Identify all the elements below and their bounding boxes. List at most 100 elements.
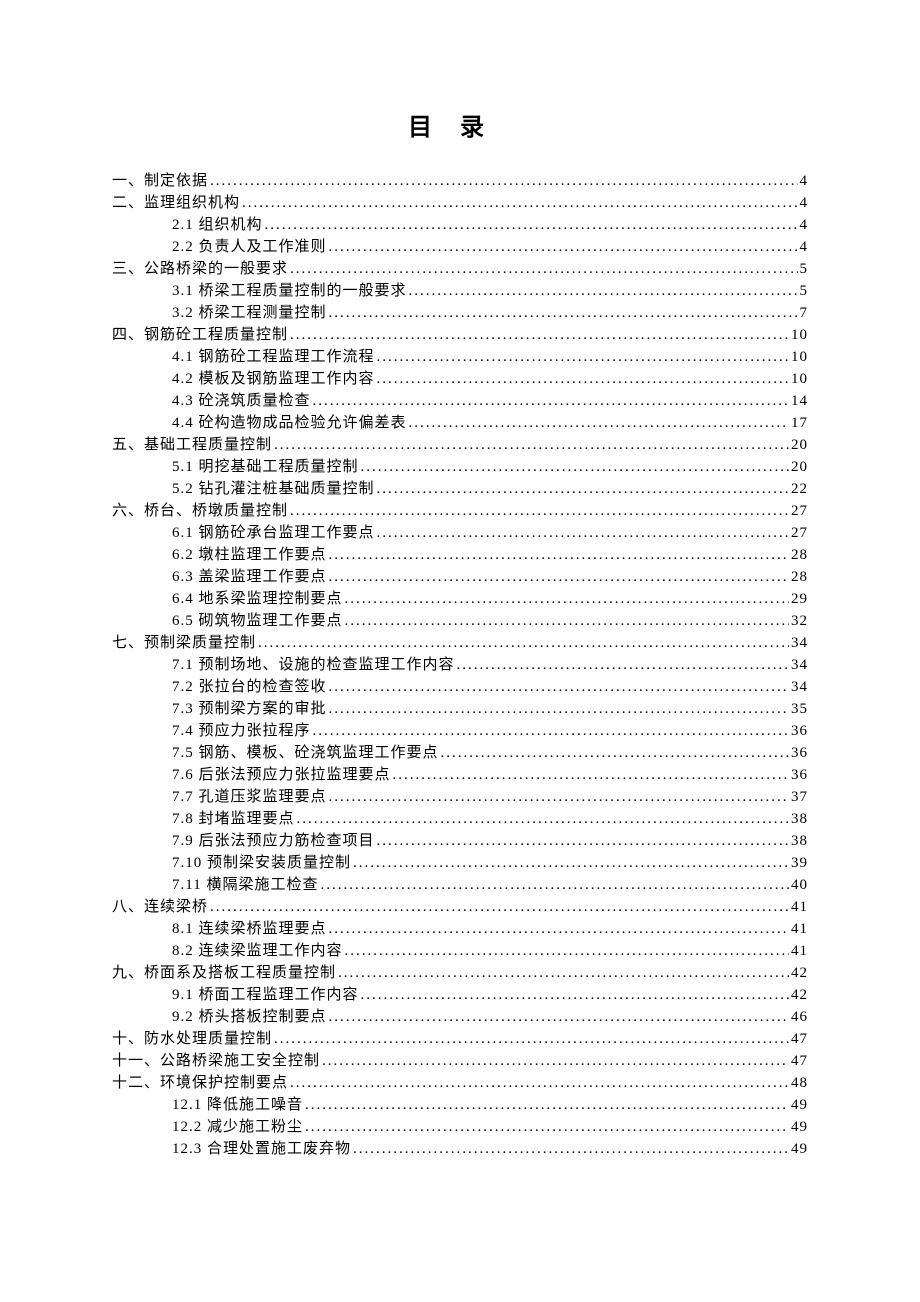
toc-entry-label: 7.7 孔道压浆监理要点 [172,786,327,808]
toc-title: 目录 [112,110,808,146]
dot-leader [290,500,789,522]
toc-entry-page: 48 [791,1072,808,1094]
toc-entry: 6.1 钢筋砼承台监理工作要点27 [112,522,808,544]
dot-leader [210,896,789,918]
dot-leader [353,1138,789,1160]
toc-entry-page: 27 [791,522,808,544]
toc-entry: 12.1 降低施工噪音 49 [112,1094,808,1116]
toc-entry: 十二、环境保护控制要点 48 [112,1072,808,1094]
toc-entry: 五、基础工程质量控制20 [112,434,808,456]
toc-entry-page: 4 [800,170,809,192]
toc-entry-label: 十一、公路桥梁施工安全控制 [112,1050,320,1072]
toc-entry-label: 7.3 预制梁方案的审批 [172,698,327,720]
toc-entry-label: 九、桥面系及搭板工程质量控制 [112,962,336,984]
toc-entry: 九、桥面系及搭板工程质量控制 42 [112,962,808,984]
dot-leader [329,698,789,720]
dot-leader [329,236,798,258]
toc-entry: 一、制定依据4 [112,170,808,192]
toc-entry-label: 12.3 合理处置施工废弃物 [172,1138,351,1160]
dot-leader [377,478,789,500]
toc-entry-label: 3.2 桥梁工程测量控制 [172,302,327,324]
dot-leader [320,874,789,896]
toc-entry: 6.2 墩柱监理工作要点28 [112,544,808,566]
toc-entry: 9.1 桥面工程监理工作内容42 [112,984,808,1006]
toc-entry-page: 49 [791,1116,808,1138]
dot-leader [329,918,789,940]
toc-entry-label: 4.3 砼浇筑质量检查 [172,390,311,412]
dot-leader [329,544,789,566]
toc-entry-label: 3.1 桥梁工程质量控制的一般要求 [172,280,407,302]
toc-entry: 三、公路桥梁的一般要求5 [112,258,808,280]
dot-leader [329,566,789,588]
toc-entry-page: 4 [800,236,809,258]
toc-entry-page: 46 [791,1006,808,1028]
toc-entry-page: 39 [791,852,808,874]
toc-entry: 7.1 预制场地、设施的检查监理工作内容34 [112,654,808,676]
toc-entry: 十、防水处理质量控制47 [112,1028,808,1050]
dot-leader [297,808,789,830]
dot-leader [210,170,797,192]
toc-entry: 2.2 负责人及工作准则 4 [112,236,808,258]
toc-entry-page: 5 [800,280,809,302]
toc-entry-page: 41 [791,896,808,918]
dot-leader [265,214,798,236]
toc-entry-page: 34 [791,632,808,654]
toc-entry-label: 12.1 降低施工噪音 [172,1094,303,1116]
toc-entry: 7.7 孔道压浆监理要点 37 [112,786,808,808]
toc-list: 一、制定依据4二、监理组织机构42.1 组织机构42.2 负责人及工作准则4三、… [112,170,808,1160]
dot-leader [290,324,789,346]
toc-entry-page: 37 [791,786,808,808]
toc-entry-label: 7.6 后张法预应力张拉监理要点 [172,764,391,786]
toc-entry-label: 十二、环境保护控制要点 [112,1072,288,1094]
dot-leader [329,1006,789,1028]
toc-entry: 七、预制梁质量控制 34 [112,632,808,654]
dot-leader [313,390,789,412]
toc-entry-page: 49 [791,1094,808,1116]
toc-entry-page: 42 [791,962,808,984]
toc-entry-label: 八、连续梁桥 [112,896,208,918]
dot-leader [274,434,789,456]
dot-leader [290,1072,789,1094]
toc-entry: 4.3 砼浇筑质量检查 14 [112,390,808,412]
dot-leader [329,786,789,808]
toc-entry: 4.2 模板及钢筋监理工作内容10 [112,368,808,390]
toc-entry-label: 6.5 砌筑物监理工作要点 [172,610,343,632]
toc-entry-label: 7.5 钢筋、模板、砼浇筑监理工作要点 [172,742,439,764]
dot-leader [361,984,789,1006]
dot-leader [258,632,789,654]
dot-leader [353,852,789,874]
toc-entry-label: 7.2 张拉台的检查签收 [172,676,327,698]
toc-entry-page: 22 [791,478,808,500]
toc-entry: 7.5 钢筋、模板、砼浇筑监理工作要点36 [112,742,808,764]
toc-entry-label: 7.9 后张法预应力筋检查项目 [172,830,375,852]
toc-entry-page: 4 [800,214,809,236]
toc-entry-label: 4.2 模板及钢筋监理工作内容 [172,368,375,390]
toc-entry-page: 14 [791,390,808,412]
toc-entry-label: 三、公路桥梁的一般要求 [112,258,288,280]
toc-entry: 12.3 合理处置施工废弃物49 [112,1138,808,1160]
toc-entry-page: 28 [791,544,808,566]
toc-entry-page: 47 [791,1050,808,1072]
dot-leader [345,588,789,610]
toc-entry-label: 七、预制梁质量控制 [112,632,256,654]
toc-entry: 二、监理组织机构4 [112,192,808,214]
dot-leader [313,720,789,742]
dot-leader [242,192,797,214]
dot-leader [338,962,789,984]
toc-entry-page: 32 [791,610,808,632]
toc-entry-label: 2.2 负责人及工作准则 [172,236,327,258]
dot-leader [345,610,789,632]
toc-entry: 十一、公路桥梁施工安全控制 47 [112,1050,808,1072]
toc-entry: 7.11 横隔梁施工检查40 [112,874,808,896]
toc-entry-page: 10 [791,346,808,368]
toc-entry-page: 7 [800,302,809,324]
toc-entry: 4.1 钢筋砼工程监理工作流程10 [112,346,808,368]
toc-entry: 6.4 地系梁监理控制要点29 [112,588,808,610]
toc-entry-page: 38 [791,808,808,830]
toc-entry: 5.1 明挖基础工程质量控制20 [112,456,808,478]
toc-entry-page: 20 [791,434,808,456]
dot-leader [409,280,798,302]
toc-entry-label: 4.4 砼构造物成品检验允许偏差表 [172,412,407,434]
toc-entry-label: 六、桥台、桥墩质量控制 [112,500,288,522]
toc-entry: 3.1 桥梁工程质量控制的一般要求 5 [112,280,808,302]
